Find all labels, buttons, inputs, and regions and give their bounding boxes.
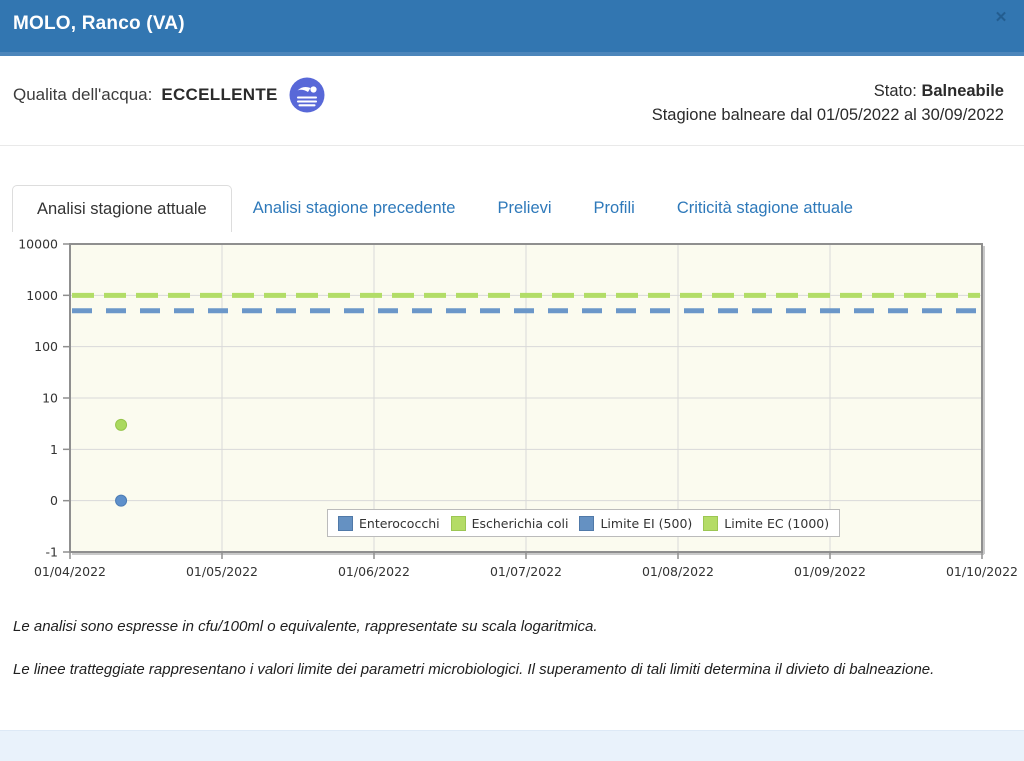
svg-text:1: 1: [50, 442, 58, 457]
legend-swatch-icon: [579, 515, 595, 531]
legend-item: Limite EC (1000): [703, 515, 830, 531]
legend-item: Enterococchi: [338, 515, 440, 531]
svg-text:01/06/2022: 01/06/2022: [338, 564, 410, 579]
legend-label: Escherichia coli: [471, 515, 569, 531]
legend-swatch-icon: [450, 515, 466, 531]
status-block: Stato: Balneabile Stagione balneare dal …: [652, 79, 1004, 127]
status-line: Stato: Balneabile: [652, 79, 1004, 103]
tab-prelievi[interactable]: Prelievi: [497, 199, 552, 217]
tab-profili[interactable]: Profili: [593, 199, 635, 217]
legend-swatch-icon: [703, 515, 719, 531]
svg-text:01/07/2022: 01/07/2022: [490, 564, 562, 579]
note-limits: Le linee tratteggiate rappresentano i va…: [13, 661, 935, 678]
tab-criticita-stagione-attuale[interactable]: Criticità stagione attuale: [676, 199, 853, 217]
svg-text:01/05/2022: 01/05/2022: [186, 564, 258, 579]
status-label: Stato:: [873, 82, 917, 100]
note-log-scale: Le analisi sono espresse in cfu/100ml o …: [13, 618, 598, 635]
season-line: Stagione balneare dal 01/05/2022 al 30/0…: [651, 106, 1004, 124]
tab-bar: Analisi stagione attuale Analisi stagion…: [12, 185, 874, 232]
svg-text:01/10/2022: 01/10/2022: [946, 564, 1018, 579]
svg-text:10000: 10000: [18, 237, 58, 252]
svg-text:-1: -1: [46, 545, 58, 560]
close-icon[interactable]: ✕: [994, 9, 1008, 26]
svg-text:01/09/2022: 01/09/2022: [794, 564, 866, 579]
page-title: MOLO, Ranco (VA): [13, 13, 185, 34]
svg-text:10: 10: [42, 391, 58, 406]
modal-header: MOLO, Ranco (VA) ✕: [0, 0, 1024, 56]
svg-text:0: 0: [50, 493, 58, 508]
water-quality-row: Qualita dell'acqua: ECCELLENTE: [13, 76, 326, 114]
modal-footer-bar: [0, 730, 1024, 761]
section-divider: [0, 145, 1024, 146]
legend-label: Limite EI (500): [600, 515, 693, 531]
water-quality-label: Qualita dell'acqua:: [13, 85, 153, 104]
svg-text:100: 100: [34, 339, 58, 354]
legend-item: Limite EI (500): [579, 515, 693, 531]
chart-legend: Enterococchi Escherichia coli Limite EI (5…: [327, 509, 841, 537]
swimmer-badge-icon: [288, 76, 326, 114]
svg-text:01/08/2022: 01/08/2022: [642, 564, 714, 579]
status-value: Balneabile: [921, 82, 1004, 100]
svg-text:01/04/2022: 01/04/2022: [34, 564, 106, 579]
water-quality-value: ECCELLENTE: [161, 85, 278, 104]
tab-analisi-stagione-attuale[interactable]: Analisi stagione attuale: [12, 185, 232, 232]
legend-item: Escherichia coli: [450, 515, 569, 531]
legend-label: Limite EC (1000): [724, 515, 830, 531]
legend-swatch-icon: [338, 515, 353, 531]
svg-text:1000: 1000: [26, 288, 58, 303]
tab-analisi-stagione-precedente[interactable]: Analisi stagione precedente: [252, 199, 456, 217]
legend-label: Enterococchi: [359, 515, 440, 531]
analysis-chart: 10000 1000 100 10 1 0 -1 01/04/2022 01/05/2022 01…: [0, 235, 1024, 590]
